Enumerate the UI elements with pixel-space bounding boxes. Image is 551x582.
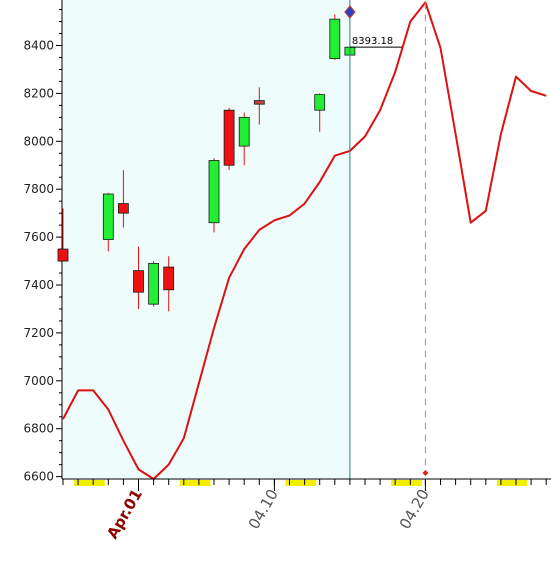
y-tick-label: 6800 [23, 422, 54, 436]
x-axis: Apr.01 04.10 04.20 [62, 478, 551, 542]
candle-body [163, 266, 175, 291]
y-tick-label: 7000 [23, 374, 54, 388]
x-tick-label: Apr.01 [103, 486, 146, 542]
y-axis: 6600 6800 7000 7200 7400 7600 7800 8000 8200 8400 [23, 0, 63, 484]
candle-body [238, 116, 250, 147]
y-tick-label: 8400 [23, 39, 54, 53]
candles [57, 14, 356, 312]
weekend-marker [391, 480, 422, 486]
candle-body [57, 248, 69, 262]
candle [314, 93, 326, 132]
candle-body [223, 109, 235, 166]
candle [223, 107, 235, 171]
y-tick-label: 8000 [23, 134, 54, 148]
candle [329, 14, 341, 60]
line-series [62, 1, 547, 480]
diamond-marker [344, 5, 356, 19]
candle [163, 256, 175, 312]
candle [133, 246, 144, 309]
candle [102, 192, 114, 252]
candle [148, 261, 160, 307]
candle [208, 158, 220, 233]
y-tick-label: 7800 [23, 182, 54, 196]
y-tick-label: 7600 [23, 230, 54, 244]
candle [238, 112, 250, 166]
weekend-marker [496, 480, 528, 486]
y-tick-label: 7200 [23, 326, 54, 340]
y-tick-label: 8200 [23, 86, 54, 100]
candle-body [329, 18, 341, 60]
candle-body [102, 193, 114, 240]
dashed-marker-dot [422, 470, 429, 476]
candle-body [133, 270, 144, 293]
x-tick-label: 04.20 [396, 486, 433, 532]
y-tick-label: 6600 [23, 470, 54, 484]
candle-body [148, 263, 160, 305]
candle-body [208, 160, 220, 224]
candle-body [118, 203, 129, 214]
average-line [62, 1, 547, 480]
weekend-marker [285, 480, 317, 486]
candle [57, 208, 69, 262]
weekend-marker [179, 480, 211, 486]
crosshair-value-label: 8393.18 [352, 36, 393, 47]
crosshair: 8393.18 [344, 0, 429, 479]
candle [253, 87, 265, 125]
weekend-marker [74, 480, 105, 486]
candle [118, 170, 129, 228]
candle-body [314, 94, 326, 111]
candle-body [253, 100, 265, 105]
x-tick-label: 04.10 [245, 486, 282, 532]
y-tick-label: 7400 [23, 278, 54, 292]
